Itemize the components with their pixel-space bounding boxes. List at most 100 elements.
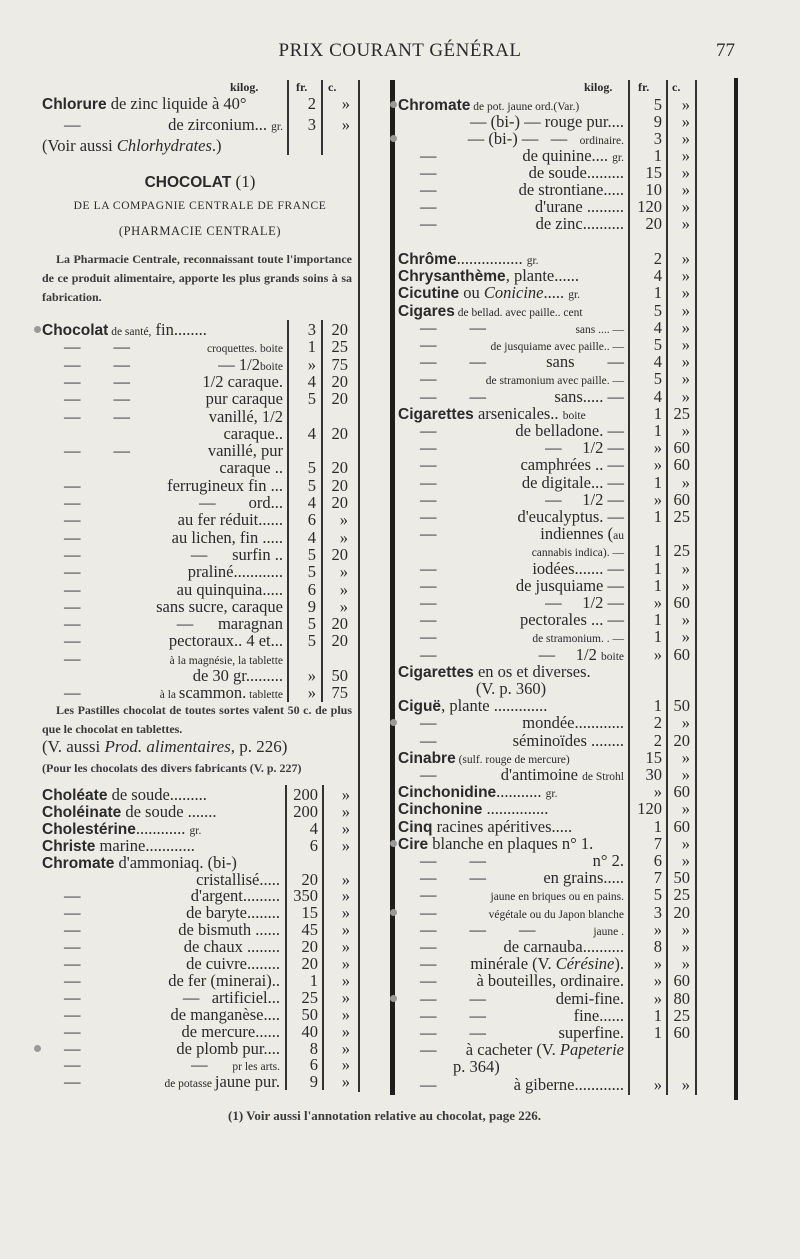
item-label: Chocolat de santé, fin........ — [42, 321, 207, 341]
item-label: de fer (minerai).. — [42, 972, 280, 989]
page-number: 77 — [716, 40, 735, 61]
ditto-dash: — — — — [420, 919, 536, 939]
item-term: Cinabre — [398, 749, 456, 767]
item-label: Cicutine ou Conicine..... gr. — [398, 284, 580, 304]
item-text: ............ — [135, 818, 190, 838]
price-centimes: 75 — [331, 354, 349, 374]
price-centimes: 50 — [331, 666, 349, 685]
item-text: de strontiane..... — [518, 180, 624, 199]
price-centimes: » — [681, 335, 690, 354]
price-francs: 2 — [653, 249, 662, 268]
ditto-dash: — — [420, 627, 437, 647]
price-centimes: » — [681, 1074, 690, 1094]
price-francs: 5 — [307, 389, 316, 409]
price-francs: 200 — [293, 785, 318, 804]
item-text: .) — [211, 136, 222, 155]
price-centimes: 75 — [331, 683, 349, 703]
item-label: Cire blanche en plaques n° 1. — [398, 835, 593, 853]
item-text: au quinquina..... — [176, 579, 283, 599]
price-francs: 1 — [653, 541, 662, 561]
item-text: de fer (minerai).. — [168, 970, 280, 990]
price-centimes: » — [339, 562, 348, 582]
price-francs: 1 — [653, 575, 662, 595]
price-centimes: » — [341, 970, 350, 990]
ditto-dash: — — [64, 562, 81, 582]
price-centimes: » — [681, 765, 690, 784]
ditto-dash: — — [64, 544, 81, 564]
item-label: sans .... — — [398, 319, 624, 339]
ditto-dash: — — [420, 489, 437, 509]
ditto-dash: — — [420, 180, 437, 199]
price-centimes: » — [341, 869, 350, 889]
ditto-dash: — — [64, 648, 81, 668]
item-text: Conicine — [483, 283, 544, 303]
ditto-dash: — — [420, 644, 437, 664]
price-centimes: 25 — [673, 541, 691, 561]
item-text: de quinine.... — [522, 146, 613, 165]
price-centimes: » — [341, 115, 350, 134]
price-centimes: 20 — [331, 544, 349, 564]
item-label: en grains..... — [398, 869, 624, 886]
item-text: caraque.. — [223, 423, 283, 443]
ditto-dash: — — [420, 421, 437, 440]
ditto-dash: — — [64, 987, 81, 1007]
item-text: d'eucalyptus. — — [517, 507, 624, 526]
price-centimes: » — [681, 112, 690, 131]
item-text: Papeterie — [559, 1040, 624, 1060]
price-centimes: » — [681, 954, 690, 974]
price-francs: 5 — [307, 631, 316, 651]
price-centimes: 20 — [331, 458, 349, 478]
item-text: sans .... — — [575, 323, 624, 336]
item-label: de carnauba.......... — [398, 938, 625, 955]
item-label: Cinq racines apéritives..... — [398, 818, 572, 836]
item-text: , plante...... — [505, 266, 580, 286]
item-label: de chaux ........ — [42, 938, 280, 955]
price-centimes: 25 — [673, 1005, 691, 1025]
ditto-dash: — — [64, 1004, 81, 1024]
ditto-dash: — — [64, 527, 81, 547]
price-francs: 6 — [309, 1055, 318, 1075]
item-term: Choléate — [42, 787, 108, 804]
price-centimes: » — [681, 747, 690, 767]
item-text: fine...... — [573, 1005, 624, 1025]
price-francs: 5 — [653, 95, 662, 114]
c-header-right: c. — [672, 80, 681, 94]
price-francs: » — [653, 954, 662, 974]
item-text: jaune pur. — [214, 1072, 280, 1092]
item-text: ................ — [456, 249, 527, 268]
price-francs: » — [653, 971, 662, 991]
price-francs: 3 — [653, 902, 662, 922]
item-text: croquettes. boite — [206, 343, 283, 356]
price-francs: 6 — [307, 510, 316, 530]
item-label: d'argent......... — [42, 887, 280, 904]
rule — [695, 80, 697, 1095]
item-text: de digitale... — — [521, 472, 624, 492]
ditto-dash: — — [420, 885, 437, 905]
ditto-dash: — — [64, 614, 81, 634]
item-text: ou — [459, 283, 484, 303]
price-francs: 1 — [653, 627, 662, 647]
item-label: 1/2 caraque. — [42, 373, 283, 390]
item-label: indiennes (au — [398, 525, 624, 545]
item-label: de manganèse.... — [42, 1006, 281, 1023]
ditto-dash: — — [420, 335, 437, 354]
ditto-dash: — — [64, 1021, 81, 1041]
price-centimes: 20 — [331, 320, 349, 339]
price-centimes: » — [341, 920, 350, 940]
price-francs: 4 — [307, 527, 316, 547]
pharmacy-mark-icon — [34, 1044, 41, 1052]
item-text: à giberne............ — [513, 1074, 624, 1094]
ditto-dash: — — — [420, 851, 486, 870]
item-text: de jusquiame — — [515, 575, 624, 595]
price-francs: » — [653, 489, 662, 509]
item-text: pur caraque — [205, 389, 283, 409]
price-francs: 5 — [307, 458, 316, 478]
item-text: superfine. — [558, 1023, 624, 1042]
item-text: ordinaire. — [579, 135, 624, 147]
ditto-dash: — — [420, 146, 437, 165]
item-term: Chocolat — [42, 322, 109, 339]
ditto-dash: — — — [64, 441, 130, 461]
item-text: gr. — [271, 121, 283, 133]
item-term: Cicutine — [398, 285, 460, 303]
price-centimes: » — [681, 163, 690, 182]
